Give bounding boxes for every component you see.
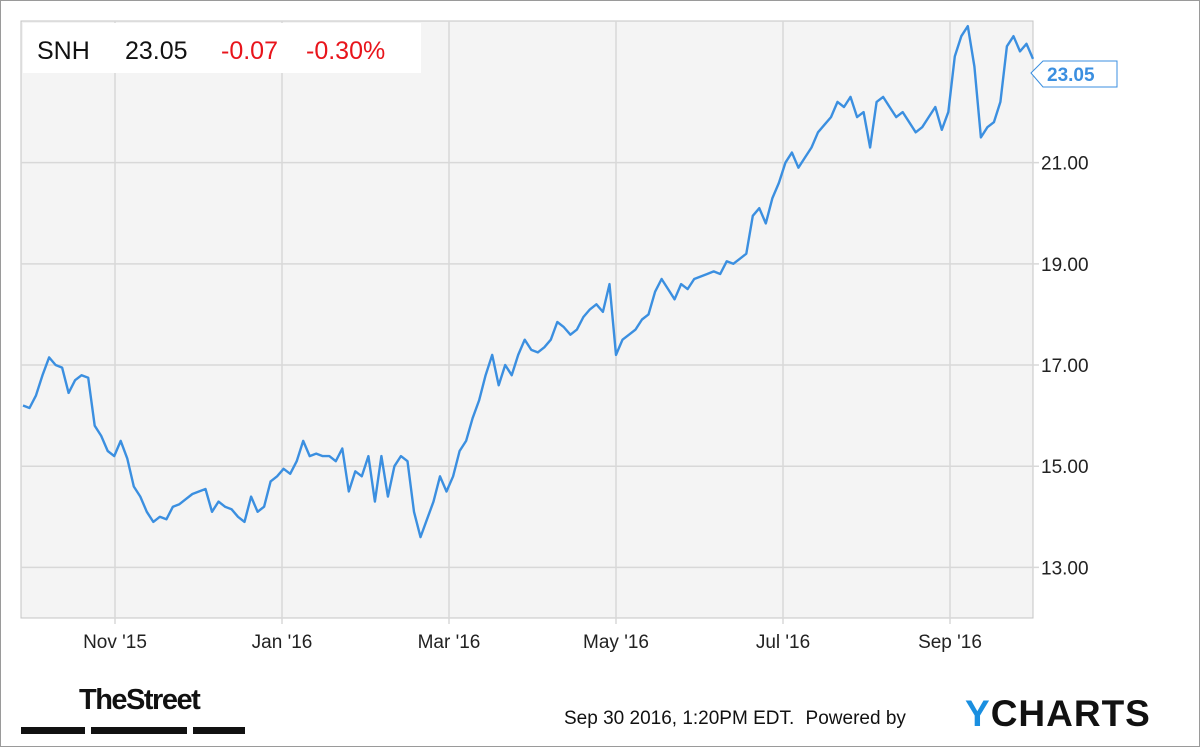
y-axis: 13.00 15.00 17.00 19.00 21.00 xyxy=(1041,154,1089,580)
x-tick-label: Sep '16 xyxy=(918,632,982,653)
y-tick-label: 21.00 xyxy=(1041,154,1089,175)
ycharts-logo[interactable]: YCHARTS xyxy=(965,693,1151,735)
x-tick-label: Jan '16 xyxy=(252,632,313,653)
y-tick-label: 19.00 xyxy=(1041,255,1089,276)
thestreet-wordmark: TheStreet xyxy=(79,684,201,716)
price-change: -0.07 xyxy=(221,37,278,65)
thestreet-logo: TheStreet xyxy=(21,684,246,736)
last-price: 23.05 xyxy=(125,37,188,65)
x-tick-label: Nov '15 xyxy=(83,632,147,653)
powered-by-label: Powered by xyxy=(805,708,906,729)
x-tick-label: Mar '16 xyxy=(418,632,481,653)
plot-background xyxy=(20,20,1034,619)
last-value-tag: 23.05 xyxy=(1030,60,1118,88)
thestreet-bar xyxy=(193,727,245,734)
last-value-label: 23.05 xyxy=(1047,65,1095,86)
x-tick-label: May '16 xyxy=(583,632,649,653)
y-tick-label: 15.00 xyxy=(1041,457,1089,478)
thestreet-bar xyxy=(21,727,85,734)
ycharts-logo-text: CHARTS xyxy=(990,693,1151,734)
horizontal-gridlines xyxy=(21,161,1039,569)
thestreet-bar xyxy=(91,727,187,734)
ycharts-logo-y: Y xyxy=(965,693,991,734)
y-tick-label: 17.00 xyxy=(1041,356,1089,377)
quote-header: SNH 23.05 -0.07 -0.30% xyxy=(23,23,421,73)
last-value-tag-shape xyxy=(1030,60,1118,88)
vertical-gridlines xyxy=(114,21,951,624)
quote-header-background xyxy=(23,23,421,73)
price-series-line xyxy=(22,24,1035,539)
ticker-symbol: SNH xyxy=(37,37,90,65)
footer-caption: Sep 30 2016, 1:20PM EDT. Powered by xyxy=(564,708,906,730)
price-change-percent: -0.30% xyxy=(306,37,385,65)
x-tick-label: Jul '16 xyxy=(756,632,810,653)
chart-timestamp: Sep 30 2016, 1:20PM EDT. xyxy=(564,708,795,729)
y-tick-label: 13.00 xyxy=(1041,558,1089,579)
x-axis: Nov '15 Jan '16 Mar '16 May '16 Jul '16 Sep '… xyxy=(83,632,982,653)
